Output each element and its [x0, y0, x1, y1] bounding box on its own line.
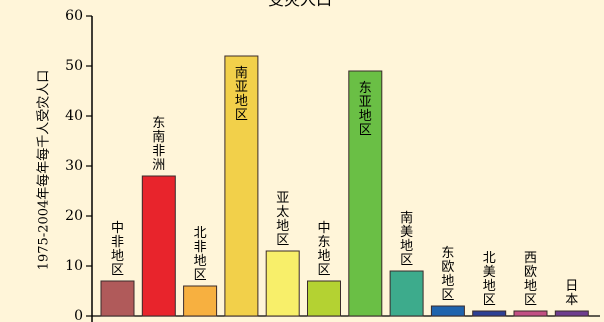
bar: [307, 280, 341, 317]
bar: [348, 70, 383, 317]
chart-title: 受灾人口: [268, 0, 332, 9]
bar: [554, 310, 589, 317]
y-axis: 0 10 20 30 40 50 60: [65, 8, 600, 322]
y-axis-label: 1975-2004年每年每千人受灾人口: [36, 70, 52, 271]
y-tick-label: 30: [65, 158, 83, 174]
category-label: 中非地区: [111, 221, 124, 278]
bars: [100, 55, 589, 317]
category-label: 南亚地区: [235, 65, 248, 123]
category-label: 东南非洲: [152, 116, 165, 173]
category-labels: 中非地区 东南非洲北非地区 南亚地区亚太地区中东地区 东亚地区南美地区东欧地区 北美地区…: [111, 65, 578, 308]
bar: [265, 250, 300, 317]
y-tick-label: 20: [65, 208, 83, 224]
bar: [389, 270, 424, 317]
category-label: 东欧地区: [441, 246, 454, 303]
category-label: 亚太地区: [276, 191, 289, 248]
bar: [513, 310, 548, 317]
y-tick-label: 40: [65, 108, 83, 124]
bar: [100, 280, 135, 317]
bar: [430, 305, 465, 317]
bar: [141, 175, 176, 317]
category-label: 南美地区: [400, 210, 413, 268]
category-label: 东亚地区: [359, 81, 372, 138]
category-label: 北美地区: [483, 251, 496, 308]
category-label: 西欧地区: [524, 251, 537, 308]
category-label: 日本: [565, 279, 578, 308]
y-tick-label: 60: [65, 8, 83, 24]
bar: [472, 310, 507, 317]
category-label: 中东地区: [317, 221, 330, 278]
y-tick-label: 10: [65, 258, 83, 274]
y-tick-label: 50: [65, 58, 83, 74]
bar: [224, 55, 259, 317]
bar: [183, 285, 218, 317]
y-tick-label: 0: [74, 308, 83, 322]
category-label: 北非地区: [194, 226, 207, 283]
